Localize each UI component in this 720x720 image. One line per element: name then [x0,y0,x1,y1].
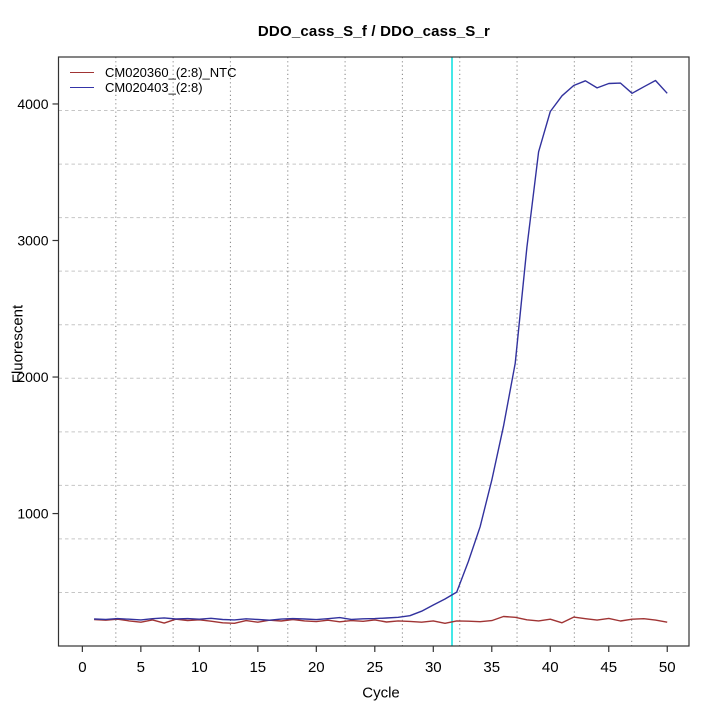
y-tick-label: 4000 [17,96,48,112]
legend-item-sample: CM020403_(2:8) [70,80,237,95]
x-tick-label: 5 [137,659,145,676]
x-axis-label: Cycle [362,684,400,702]
chart-title: DDO_cass_S_f / DDO_cass_S_r [257,23,491,40]
plot-box [57,56,690,647]
x-tick-label: 40 [542,659,559,676]
legend-label-ntc: CM020360_(2:8)_NTC [105,65,237,80]
y-tick-label: 3000 [17,232,48,248]
x-tick-label: 45 [600,659,617,676]
x-tick-label: 50 [659,659,676,676]
y-tick-label: 2000 [17,369,48,385]
series-line-positive [94,79,668,621]
y-tick-label: 1000 [17,506,48,522]
x-tick-label: 15 [249,659,266,676]
legend: CM020360_(2:8)_NTC CM020403_(2:8) [70,65,237,95]
legend-line-sample-ntc [70,72,94,73]
x-tick-label: 30 [425,659,442,676]
series-line-ntc [94,615,668,624]
x-tick-label: 20 [308,659,325,676]
x-tick-label: 0 [78,659,86,676]
x-tick-label: 25 [366,659,383,676]
y-axis-label: Fluorescent [9,304,27,384]
legend-label-sample: CM020403_(2:8) [105,80,203,95]
x-tick-label: 10 [191,659,208,676]
legend-line-sample-positive [70,87,94,88]
x-tick-label: 35 [483,659,500,676]
legend-item-ntc: CM020360_(2:8)_NTC [70,65,237,80]
